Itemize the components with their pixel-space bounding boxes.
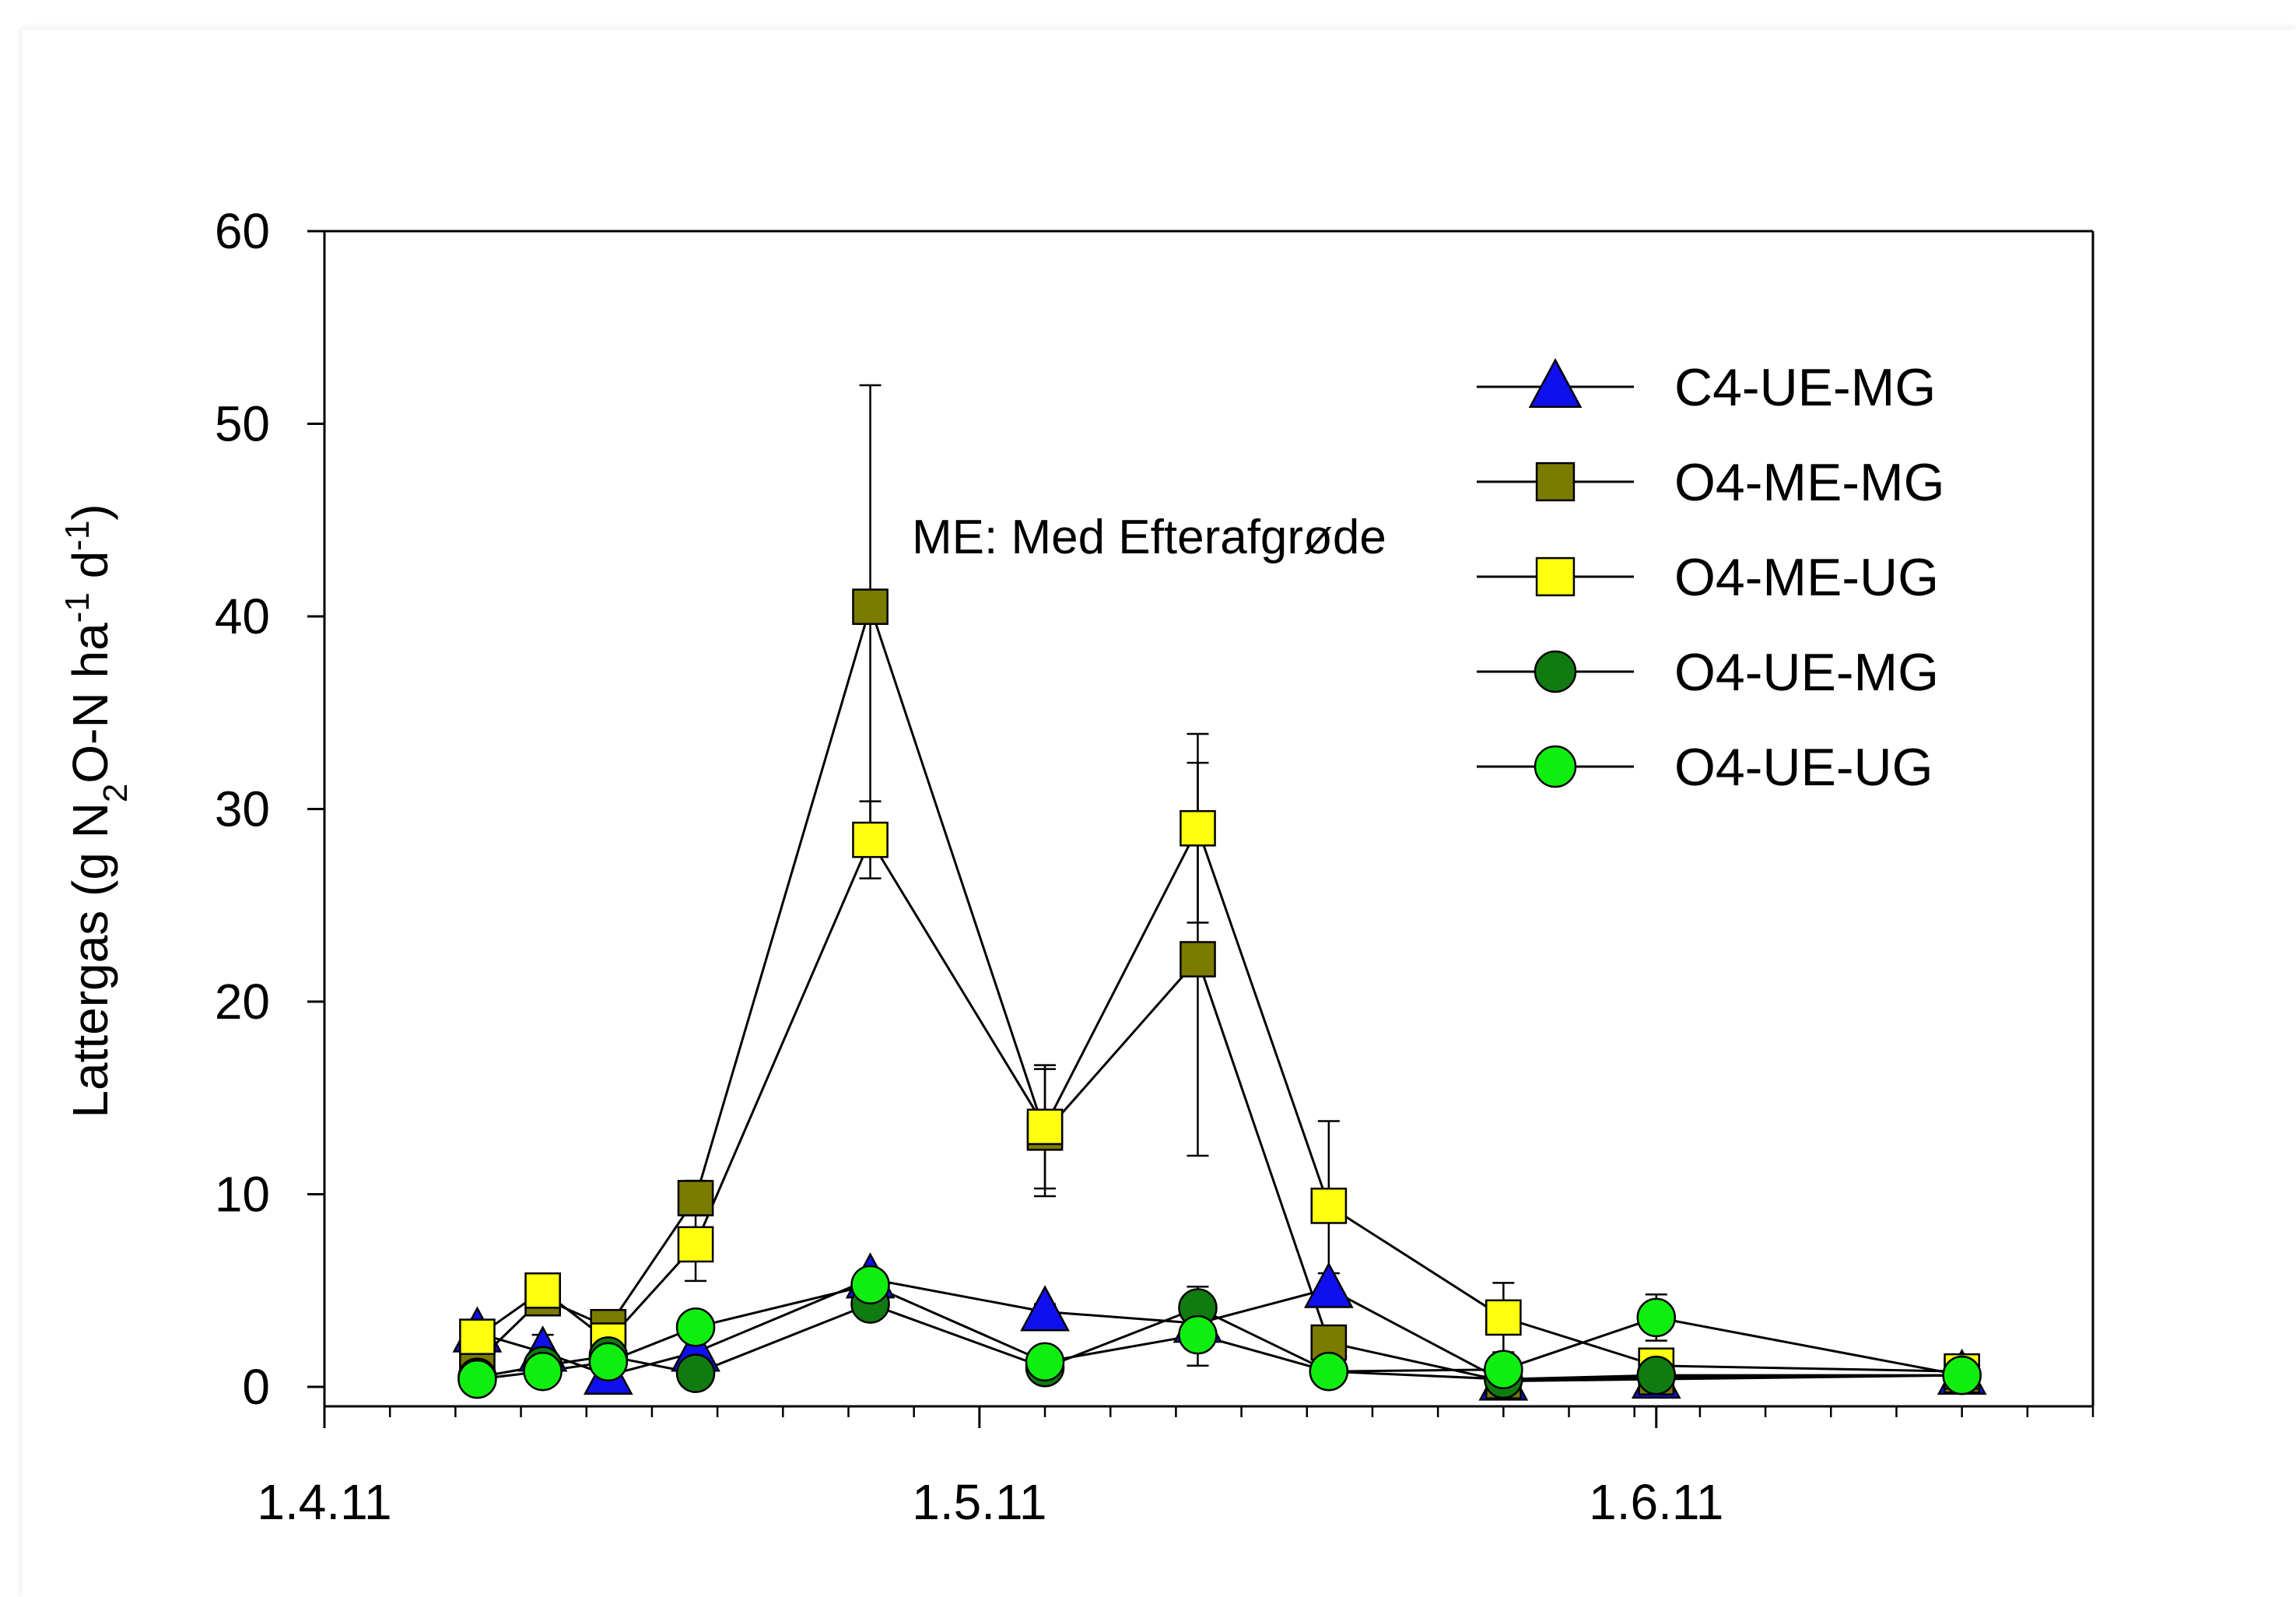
legend-marker-o4-ue-ug <box>1534 745 1577 788</box>
data-point-o4-me-mg <box>677 1180 714 1216</box>
x-tick-label: 1.6.11 <box>1589 1474 1723 1530</box>
data-point-o4-me-ug <box>1310 1188 1348 1224</box>
data-point-o4-ue-ug <box>675 1307 716 1347</box>
data-point-o4-ue-ug <box>457 1359 497 1399</box>
data-point-o4-me-ug <box>1485 1299 1522 1336</box>
x-tick-label: 1.4.11 <box>257 1474 391 1530</box>
y-tick-label: 0 <box>242 1359 270 1415</box>
legend-marker-c4-ue-mg <box>1528 358 1583 408</box>
y-axis-title-end: d <box>62 551 118 592</box>
y-tick-label: 60 <box>215 203 270 259</box>
data-point-o4-me-ug <box>1026 1108 1064 1146</box>
data-point-o4-ue-ug <box>1025 1342 1065 1382</box>
y-tick-label: 40 <box>215 588 270 644</box>
legend-label: O4-ME-MG <box>1674 453 1945 512</box>
data-point-o4-me-mg <box>852 588 889 625</box>
y-axis-title-mid: O-N ha <box>62 623 118 784</box>
data-point-o4-ue-ug <box>1942 1355 1982 1395</box>
data-point-o4-ue-ug <box>588 1342 629 1382</box>
legend-marker-o4-ue-mg <box>1534 650 1577 693</box>
data-point-c4-ue-mg <box>1303 1262 1354 1308</box>
data-point-o4-ue-ug <box>1309 1351 1349 1392</box>
legend-label: O4-ME-UG <box>1674 548 1939 607</box>
data-point-c4-ue-mg <box>1020 1285 1070 1332</box>
y-tick-label: 10 <box>215 1167 270 1223</box>
legend-marker-o4-me-mg <box>1535 462 1576 502</box>
data-point-o4-ue-ug <box>1178 1314 1218 1355</box>
series-line-o4-me-ug <box>476 825 1962 1373</box>
data-point-o4-me-ug <box>459 1318 496 1355</box>
data-point-o4-me-ug <box>1180 809 1216 847</box>
y-tick-label: 30 <box>215 781 270 837</box>
legend-label: O4-UE-MG <box>1674 643 1939 702</box>
y-axis-title: Lattergas (g N2O-N ha-1 d-1) <box>58 504 135 1118</box>
legend-label: C4-UE-MG <box>1674 358 1936 417</box>
x-tick-label: 1.5.11 <box>912 1474 1046 1530</box>
y-axis-title-main: Lattergas (g N <box>62 802 118 1118</box>
data-point-o4-ue-ug <box>850 1265 890 1305</box>
data-point-o4-me-ug <box>524 1272 561 1309</box>
y-axis-title-sub: 2 <box>96 784 135 802</box>
data-point-o4-ue-mg <box>1636 1355 1677 1395</box>
data-point-o4-ue-ug <box>1484 1350 1523 1389</box>
y-axis-title-close: ) <box>62 504 118 520</box>
data-point-o4-me-mg <box>1180 941 1216 978</box>
legend: C4-UE-MG O4-ME-MG O4-ME-UG O4-UE-MG O4-UE-UG <box>1477 358 1945 797</box>
data-point-o4-ue-ug <box>523 1351 563 1392</box>
y-tick-label: 50 <box>215 396 270 452</box>
legend-label: O4-UE-UG <box>1674 738 1933 797</box>
y-tick-label: 20 <box>215 974 270 1030</box>
data-point-o4-ue-mg <box>675 1353 716 1393</box>
chart-panel <box>22 30 2296 1597</box>
series-line-o4-me-mg <box>476 602 1962 1383</box>
y-axis-title-sup1: -1 <box>58 592 96 623</box>
chart-annotation: ME: Med Efterafgrøde <box>912 511 1386 564</box>
data-point-o4-ue-ug <box>1636 1297 1677 1338</box>
y-axis-title-sup2: -1 <box>58 521 96 551</box>
legend-marker-o4-me-ug <box>1535 556 1576 597</box>
data-point-o4-me-ug <box>852 821 889 858</box>
data-point-o4-me-ug <box>677 1226 714 1263</box>
